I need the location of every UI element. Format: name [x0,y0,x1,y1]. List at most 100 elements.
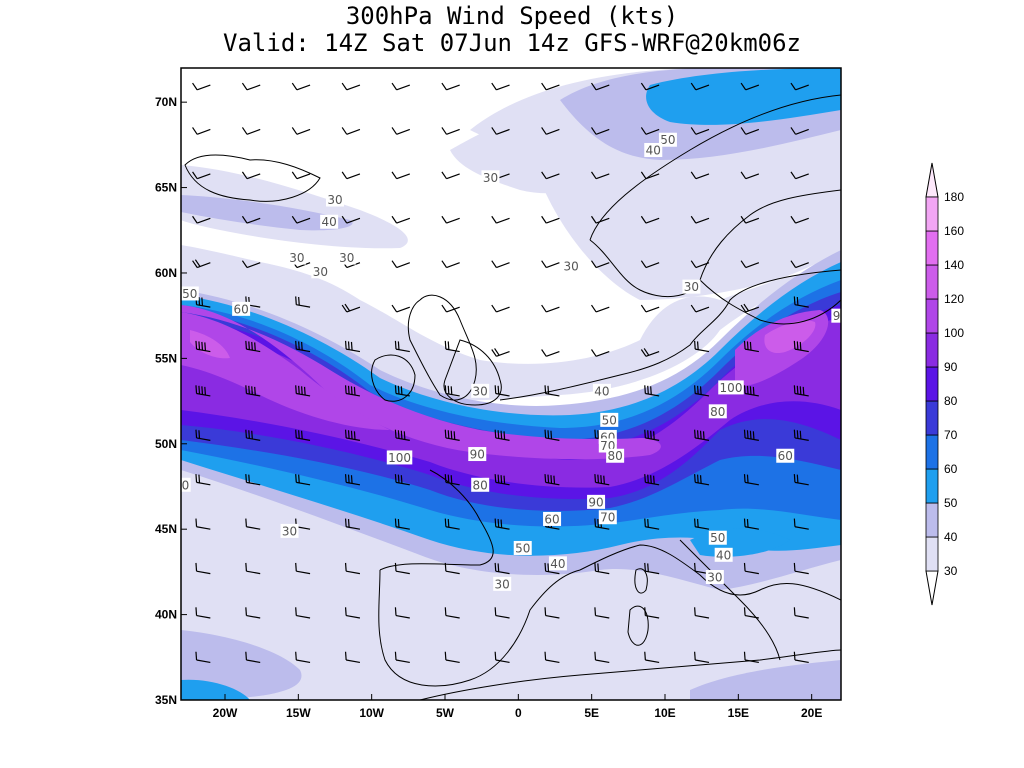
colorbar-segment [925,400,939,436]
wind-barb [494,607,510,619]
coast-mediterranean [579,544,841,601]
wind-barb [793,474,809,486]
lon-tick-label: 0 [515,706,522,720]
contour-label: 60 [778,449,793,463]
contour-label: 80 [607,449,622,463]
contour-label: 50 [602,413,617,427]
wind-barb [694,651,710,664]
contour-label-bg [386,450,413,465]
contour-label-bg [326,192,344,207]
wind-barb [295,474,311,486]
wind-barb [594,474,610,486]
colorbar-level-label: 40 [944,530,958,544]
wind-barb [391,215,411,224]
colorbar-level-label: 90 [944,360,958,374]
wind-barb [291,127,311,135]
wind-barb [590,82,610,91]
wind-barb [344,518,361,530]
wind-barb [394,340,410,353]
wind-barb [295,607,311,619]
wind-barb [341,303,361,313]
wind-barb [640,348,660,357]
wind-barb [594,562,610,575]
contour-label-bg [592,383,611,398]
contour-label: 30 [289,251,304,265]
wind-barb [644,562,660,575]
shade-30-iceland [181,165,408,249]
wind-barb [640,82,660,91]
wind-barb [394,474,410,486]
colorbar-level-label: 80 [944,394,958,408]
coast-biscay [379,469,494,571]
wind-barb [790,171,809,180]
contour-label: 30 [483,171,498,185]
colorbar-level-label: 60 [944,462,958,476]
wind-barb [295,296,311,308]
chart-title-line-1: 300hPa Wind Speed (kts) [345,2,679,30]
wind-barb [295,385,311,397]
contour-label: 60 [233,302,248,316]
wind-barb [195,651,211,664]
contour-label-bg [562,259,581,274]
wind-barb [740,215,760,224]
wind-barb [441,304,460,313]
wind-barb [444,562,460,575]
colorbar-segment [925,264,939,300]
wind-barb [694,385,710,397]
contour-label-bg [493,576,512,591]
contour-label: 40 [321,215,336,229]
wind-barb [694,340,710,353]
wind-barb [394,429,410,441]
shade-100-jet-west [181,312,390,430]
wind-barb [245,607,261,619]
wind-barb [590,304,610,313]
contour-label-bg [337,250,356,265]
contour-label: 40 [550,557,565,571]
wind-barb [544,474,560,486]
lon-tick-label: 10E [654,706,675,720]
wind-barb [444,340,460,353]
wind-barb [793,518,809,530]
contour-label: 30 [563,260,578,274]
wind-barb [245,429,261,441]
wind-barb [793,562,809,575]
wind-barb [241,127,261,135]
contour-label-bg [280,523,299,538]
contour-label-bg [606,448,625,463]
contour-label-bg [682,279,701,294]
contour-label-bg [543,511,562,526]
contour-label-bg [600,412,619,427]
wind-barb [644,518,660,530]
wind-barb [341,171,361,180]
wind-barb [544,429,560,441]
wind-barb [195,518,211,530]
contour-label: 100 [720,381,743,395]
wind-barb [192,171,211,180]
wind-barb [241,82,261,91]
coast-north-africa [419,649,841,700]
wind-barb [694,429,710,441]
wind-barb [444,518,460,530]
contour-label-bg [181,286,199,301]
contour-label-bg [708,530,727,545]
coast-italy [679,539,781,661]
wind-barb [644,474,660,486]
wind-barb [494,429,510,441]
wind-barb [391,260,411,269]
wind-barb [793,296,809,308]
contour-label: 50 [182,287,197,301]
wind-barb [743,429,759,441]
shade-120-east [764,320,816,354]
wind-barb [494,385,510,397]
contour-label: 9 [833,309,841,323]
wind-barb [441,260,460,269]
contour-label: 50 [710,531,725,545]
contour-label: 80 [473,478,488,492]
wind-barb [743,518,759,530]
shade-50-northeast [646,68,841,125]
wind-barb [740,171,760,180]
colorbar-level-label: 180 [944,190,964,204]
contour-label-bg [471,383,490,398]
lat-tick-label: 35N [155,693,177,707]
